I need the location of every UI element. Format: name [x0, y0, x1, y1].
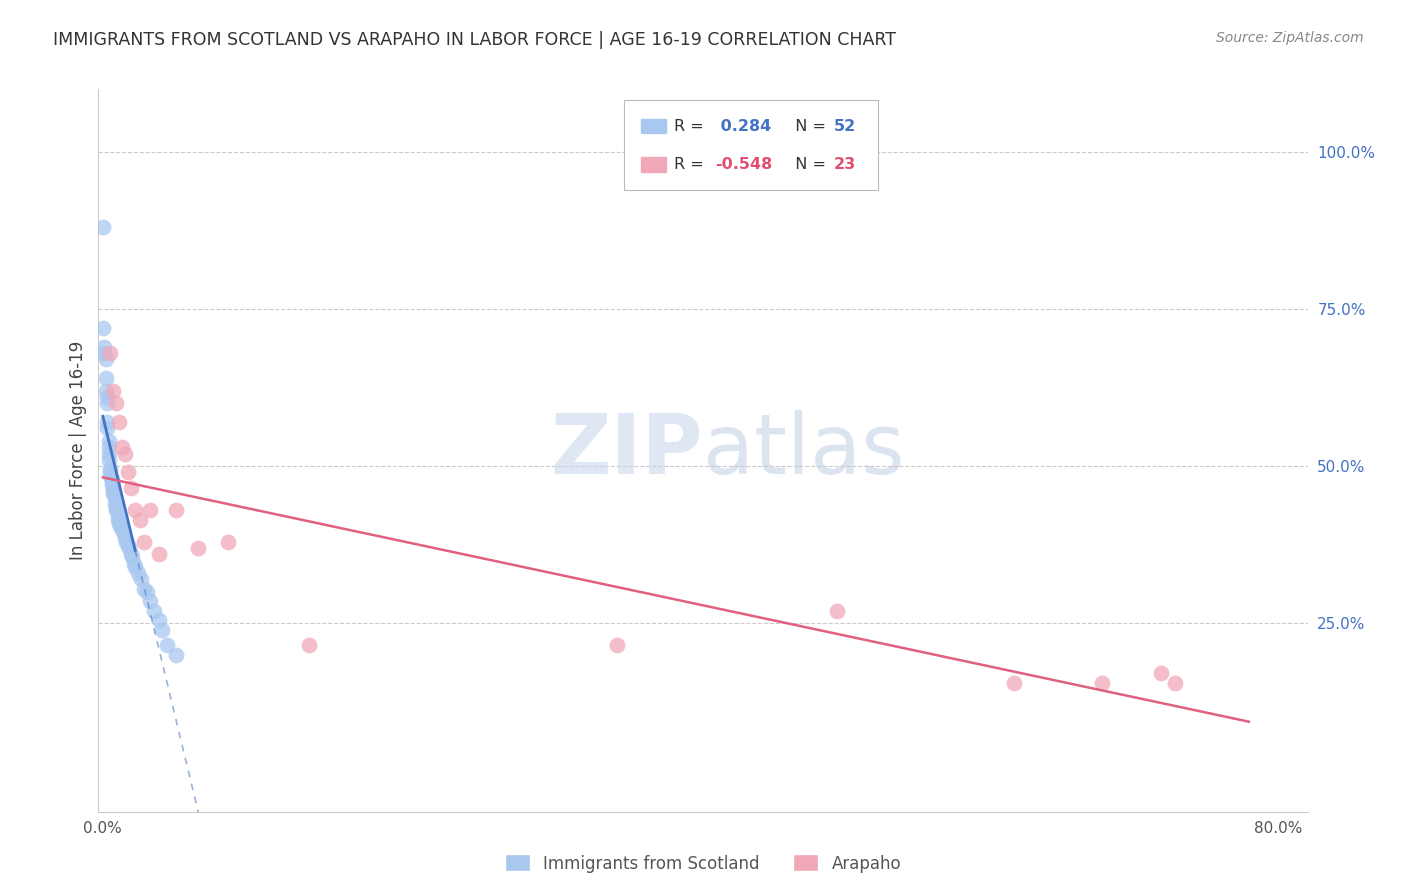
Text: N =: N = [785, 157, 831, 172]
Point [187, 541, 209, 555]
FancyBboxPatch shape [641, 119, 665, 133]
Text: R =: R = [673, 157, 709, 172]
Point [118, 541, 141, 555]
Point [101, 384, 124, 398]
Point [103, 497, 125, 511]
Point [124, 503, 146, 517]
Point [96, 415, 118, 429]
Text: 52: 52 [834, 119, 856, 134]
Point [121, 550, 143, 565]
Point [117, 466, 139, 480]
Point [111, 522, 134, 536]
Point [297, 638, 319, 652]
Point [97, 434, 120, 448]
Point [96, 390, 118, 404]
Y-axis label: In Labor Force | Age 16-19: In Labor Force | Age 16-19 [69, 341, 87, 560]
Point [97, 447, 120, 461]
Point [1150, 666, 1173, 681]
Legend: Immigrants from Scotland, Arapaho: Immigrants from Scotland, Arapaho [498, 847, 908, 880]
Point [112, 525, 135, 540]
Point [96, 396, 118, 410]
Text: ZIP: ZIP [551, 410, 703, 491]
Point [117, 538, 139, 552]
Point [139, 503, 162, 517]
Point [110, 519, 132, 533]
Point [108, 415, 131, 429]
Text: atlas: atlas [703, 410, 904, 491]
Point [94, 371, 117, 385]
Text: N =: N = [785, 119, 831, 134]
Point [105, 396, 128, 410]
Point [148, 547, 170, 561]
Point [101, 484, 124, 499]
Text: -0.548: -0.548 [716, 157, 772, 172]
Point [105, 503, 128, 517]
Point [127, 566, 149, 580]
Point [129, 572, 152, 586]
Point [139, 594, 162, 608]
FancyBboxPatch shape [641, 157, 665, 171]
Point [98, 346, 121, 360]
Point [132, 582, 155, 596]
Point [827, 604, 849, 618]
Point [94, 384, 117, 398]
Point [165, 503, 187, 517]
Point [100, 478, 122, 492]
Point [122, 557, 145, 571]
Text: 0.284: 0.284 [716, 119, 772, 134]
Text: Source: ZipAtlas.com: Source: ZipAtlas.com [1216, 31, 1364, 45]
Point [107, 509, 129, 524]
Point [93, 340, 115, 354]
Point [128, 512, 150, 526]
Point [120, 547, 142, 561]
Text: 23: 23 [834, 157, 856, 172]
Point [124, 559, 146, 574]
Point [91, 321, 114, 335]
Point [93, 346, 115, 360]
Point [1164, 676, 1187, 690]
Point [150, 623, 173, 637]
Point [108, 516, 131, 530]
Point [143, 604, 166, 618]
Point [105, 500, 128, 514]
Point [97, 440, 120, 454]
Point [1002, 676, 1025, 690]
Point [100, 472, 122, 486]
Point [120, 481, 142, 495]
Point [107, 512, 129, 526]
Text: R =: R = [673, 119, 709, 134]
Point [98, 468, 121, 483]
Point [97, 453, 120, 467]
Point [96, 421, 118, 435]
Text: IMMIGRANTS FROM SCOTLAND VS ARAPAHO IN LABOR FORCE | AGE 16-19 CORRELATION CHART: IMMIGRANTS FROM SCOTLAND VS ARAPAHO IN L… [53, 31, 897, 49]
Point [217, 534, 239, 549]
Point [132, 534, 155, 549]
Point [101, 481, 124, 495]
Point [98, 466, 121, 480]
Point [165, 648, 187, 662]
Point [100, 475, 122, 489]
Point [115, 534, 138, 549]
Point [103, 491, 125, 505]
Point [606, 638, 628, 652]
Point [91, 220, 114, 235]
Point [94, 352, 117, 367]
Point [114, 532, 136, 546]
Point [101, 487, 124, 501]
Point [156, 638, 179, 652]
Point [148, 613, 170, 627]
FancyBboxPatch shape [624, 100, 879, 190]
Point [111, 440, 134, 454]
Point [1091, 676, 1114, 690]
Point [98, 462, 121, 476]
Point [135, 584, 157, 599]
Point [114, 447, 136, 461]
